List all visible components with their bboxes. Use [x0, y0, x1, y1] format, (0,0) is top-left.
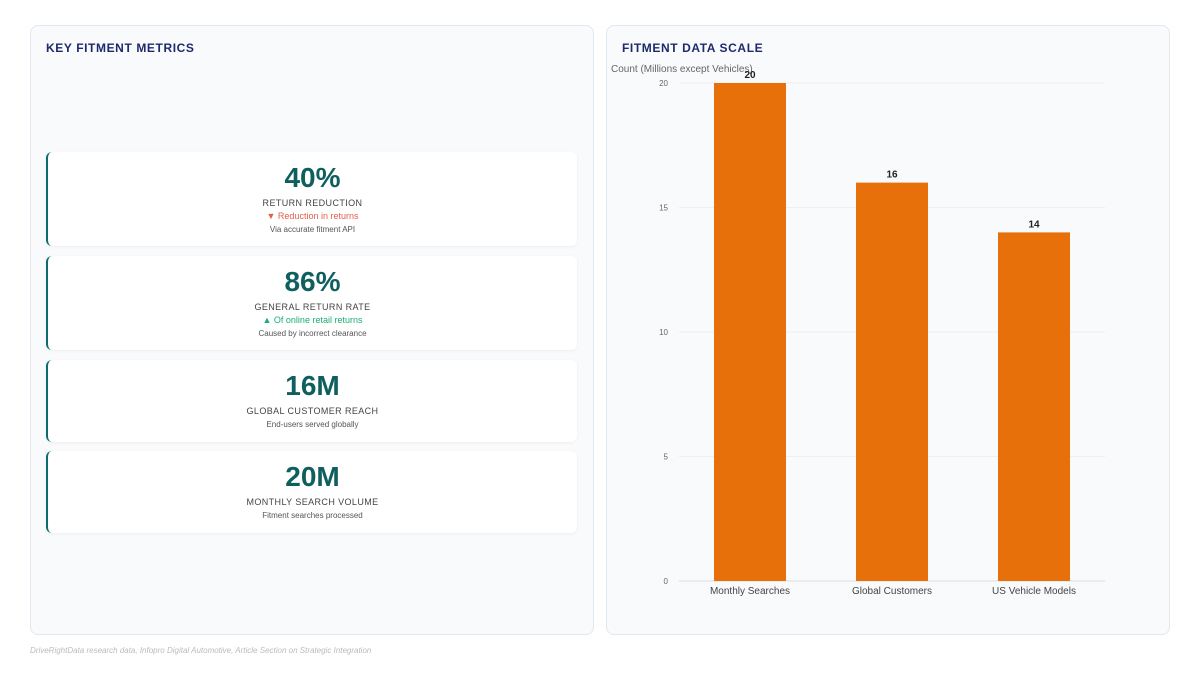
y-tick-label: 20: [659, 79, 668, 88]
metric-label: GENERAL RETURN RATE: [254, 302, 371, 312]
metric-card-global-customer-reach: 16M GLOBAL CUSTOMER REACH End-users serv…: [46, 360, 577, 442]
fitment-scale-panel: FITMENT DATA SCALE Count (Millions excep…: [606, 25, 1170, 635]
metric-trend: ▼ Reduction in returns: [266, 211, 359, 221]
metric-trend: ▲ Of online retail returns: [262, 315, 363, 325]
chart-panel-title: FITMENT DATA SCALE: [622, 41, 764, 55]
metric-note: Fitment searches processed: [262, 511, 363, 520]
source-footnote: DriveRightData research data, Infopro Di…: [30, 646, 372, 655]
x-tick-label: Global Customers: [852, 586, 932, 597]
bar: [714, 83, 786, 581]
metric-label: MONTHLY SEARCH VOLUME: [246, 497, 379, 507]
bar-data-label: 16: [886, 170, 898, 181]
metric-note: Via accurate fitment API: [269, 225, 356, 234]
metric-label: RETURN REDUCTION: [262, 198, 363, 208]
bar: [998, 232, 1070, 581]
metric-card-return-reduction: 40% RETURN REDUCTION ▼ Reduction in retu…: [46, 152, 577, 246]
metric-note: End-users served globally: [266, 420, 359, 429]
y-tick-label: 0: [664, 577, 669, 586]
metric-card-general-return-rate: 86% GENERAL RETURN RATE ▲ Of online reta…: [46, 256, 577, 350]
y-tick-label: 5: [664, 453, 669, 462]
metrics-panel-title: KEY FITMENT METRICS: [46, 41, 195, 55]
bar: [856, 182, 928, 581]
metric-value: 16M: [285, 370, 340, 401]
metric-label: GLOBAL CUSTOMER REACH: [246, 406, 379, 416]
y-axis-label: Count (Millions except Vehicles): [611, 64, 753, 75]
x-tick-label: Monthly Searches: [710, 586, 790, 597]
metric-value: 20M: [285, 461, 340, 492]
metric-value: 86%: [284, 266, 341, 297]
x-tick-label: US Vehicle Models: [992, 586, 1076, 597]
bar-data-label: 14: [1028, 219, 1040, 230]
y-tick-label: 10: [659, 328, 668, 337]
key-metrics-panel: KEY FITMENT METRICS 40% RETURN REDUCTION…: [30, 25, 594, 635]
metric-card-monthly-search-volume: 20M MONTHLY SEARCH VOLUME Fitment search…: [46, 451, 577, 533]
bar-data-label: 20: [744, 70, 756, 81]
bar-chart: Count (Millions except Vehicles) 0 5 10 15 20…: [611, 64, 1105, 597]
y-tick-label: 15: [659, 204, 668, 213]
metric-note: Caused by incorrect clearance: [258, 329, 367, 338]
metric-value: 40%: [284, 162, 341, 193]
